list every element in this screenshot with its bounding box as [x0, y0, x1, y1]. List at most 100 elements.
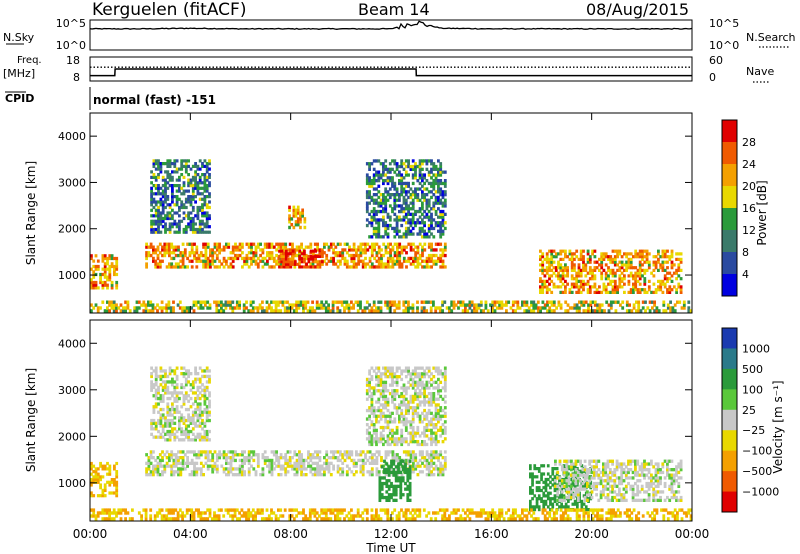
power-cell [441, 229, 445, 233]
velocity-cell [390, 470, 393, 475]
power-cell [158, 306, 162, 310]
power-cell [539, 309, 542, 313]
power-cell [304, 256, 308, 261]
velocity-cell [384, 389, 388, 393]
power-cell [629, 257, 633, 261]
power-cell [364, 262, 367, 266]
power-cell [402, 232, 406, 236]
power-cell [611, 260, 615, 264]
velocity-cell [152, 369, 156, 373]
velocity-cell [427, 467, 431, 471]
velocity-cell [434, 397, 438, 401]
velocity-cell [407, 461, 411, 465]
power-cell [493, 303, 497, 307]
power-cell [418, 181, 422, 186]
velocity-cell [380, 493, 384, 497]
velocity-cell [234, 467, 237, 471]
power-cell [570, 263, 574, 267]
power-cell [395, 306, 399, 310]
power-cell [632, 303, 636, 307]
velocity-cell [150, 366, 153, 370]
velocity-cell [375, 377, 378, 382]
power-cell [94, 264, 98, 269]
power-cell [548, 260, 551, 264]
velocity-cell [194, 438, 197, 442]
velocity-cell [355, 450, 358, 454]
power-cell [379, 176, 383, 180]
velocity-cell [542, 505, 546, 509]
power-cell [293, 262, 297, 266]
power-cell [421, 193, 424, 197]
power-cell [191, 192, 195, 196]
velocity-cell [437, 414, 440, 418]
velocity-cell [375, 417, 378, 421]
power-cell [491, 303, 495, 307]
power-cell [309, 254, 313, 258]
power-cell [101, 259, 105, 263]
power-cell [222, 303, 226, 307]
velocity-cell [402, 397, 406, 401]
velocity-cell [225, 461, 228, 465]
velocity-cell [553, 494, 557, 498]
power-cell [409, 212, 413, 216]
power-cell [340, 303, 344, 307]
power-cell [441, 193, 445, 197]
power-cell [178, 300, 182, 304]
power-cell [149, 300, 153, 304]
power-cell [604, 277, 608, 281]
velocity-cell [405, 450, 408, 454]
velocity-cell [406, 495, 410, 500]
power-cell [196, 230, 200, 234]
power-cell [154, 175, 158, 179]
power-cell [168, 173, 172, 177]
velocity-cell [359, 453, 363, 457]
power-cell [573, 306, 577, 310]
power-cell [296, 217, 300, 221]
velocity-cell [177, 458, 180, 463]
power-cell [438, 309, 442, 313]
power-cell [159, 197, 163, 201]
velocity-cell [364, 453, 367, 457]
velocity-cell [184, 424, 188, 428]
velocity-cell [191, 427, 195, 431]
velocity-cell [180, 383, 184, 387]
power-cell [113, 267, 116, 271]
power-cell [173, 222, 177, 226]
velocity-cell [208, 391, 211, 395]
velocity-cell [427, 411, 431, 415]
power-cell [412, 242, 415, 246]
power-cell [668, 290, 672, 294]
velocity-cell [365, 408, 369, 413]
velocity-cell [154, 374, 158, 379]
velocity-cell [364, 461, 367, 465]
velocity-cell [430, 400, 433, 404]
power-cell [187, 178, 190, 182]
velocity-cell [168, 391, 172, 395]
velocity-cell [229, 470, 233, 474]
power-cell [620, 285, 624, 289]
velocity-cell [323, 461, 326, 465]
power-cell [243, 256, 246, 261]
velocity-cell [542, 499, 546, 503]
cpid-value: normal (fast) -151 [93, 93, 216, 107]
velocity-cell [416, 425, 420, 430]
velocity-cell [368, 473, 372, 477]
power-cell [191, 205, 195, 210]
power-cell [539, 288, 542, 292]
power-cell [205, 164, 209, 168]
power-cell [404, 159, 408, 163]
power-cell [168, 162, 172, 166]
velocity-cell [400, 369, 404, 373]
velocity-cell [391, 377, 394, 382]
power-cell [637, 300, 641, 304]
power-cell [145, 251, 148, 255]
power-cell [160, 309, 164, 313]
velocity-cell [339, 453, 342, 457]
power-cell [432, 235, 436, 239]
velocity-cell [115, 475, 119, 479]
power-cell [195, 259, 199, 263]
power-cell [161, 203, 165, 207]
power-cell [345, 259, 349, 263]
velocity-cell [384, 366, 388, 370]
power-cell [591, 285, 594, 289]
